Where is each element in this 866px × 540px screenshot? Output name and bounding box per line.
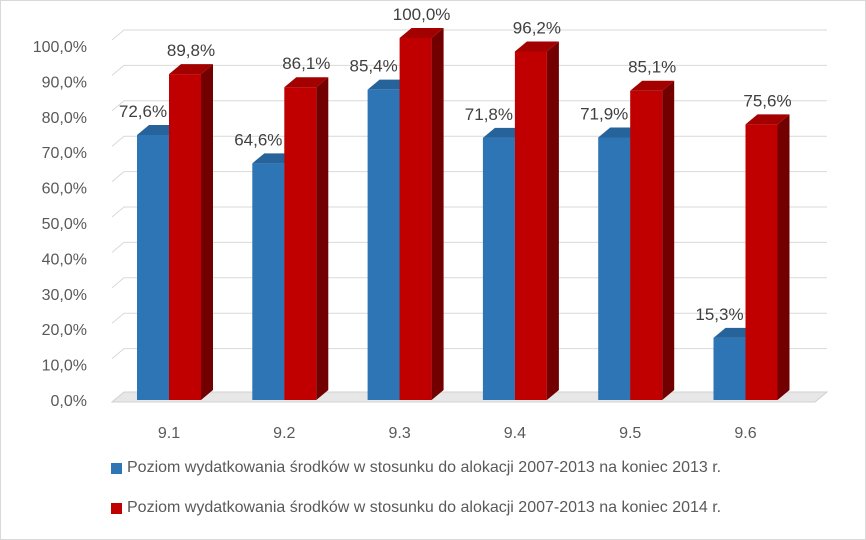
bar-front [399,38,432,400]
bar [399,28,444,400]
gridline [111,135,827,147]
bar-top [284,77,329,88]
y-tick-label: 20,0% [42,322,87,339]
y-axis-tick-labels: 0,0% 10,0% 20,0% 30,0% 40,0% 50,0% 60,0% 70,0% 8… [33,39,87,410]
bar-front [598,137,631,400]
y-tick-label: 100,0% [33,39,87,56]
x-tick-label: 9.4 [504,425,526,442]
bar-side [316,77,329,401]
data-label: 100,0% [393,5,451,24]
data-label: 72,6% [119,102,167,121]
data-label: 75,6% [743,91,791,110]
bar-side [201,64,213,400]
gridline [111,241,827,253]
y-tick-label: 70,0% [42,145,87,162]
bar-top [399,28,444,38]
y-tick-label: 30,0% [42,287,87,304]
x-axis-tick-labels: 9.1 9.2 9.3 9.4 9.5 9.6 [158,425,757,442]
data-label: 96,2% [513,18,561,37]
gridline [111,348,827,359]
x-tick-label: 9.3 [388,425,410,442]
bar-front [514,51,547,401]
bar-front [367,89,400,401]
bar [630,80,675,400]
bar-front [630,90,663,400]
x-tick-label: 9.5 [619,425,641,442]
bar-front [284,87,317,401]
bar-front [745,124,778,400]
gridline [111,277,827,289]
bar-front [713,337,746,400]
y-tick-label: 0,0% [51,393,87,410]
bar-side [546,41,559,401]
data-label: 15,3% [695,305,743,324]
legend: Poziom wydatkowania środków w stosunku d… [111,458,721,538]
bar-top [630,80,675,91]
bar-side [777,114,790,400]
data-labels: 72,6% 89,8% 64,6% 86,1% 85,4% 100,0% 71,8% 96,2… [119,5,792,324]
data-label: 85,4% [349,57,397,76]
bar-side [431,28,444,400]
data-label: 89,8% [167,41,215,60]
bars [137,28,790,401]
legend-label-2013: Poziom wydatkowania środków w stosunku d… [127,459,722,476]
x-tick-label: 9.1 [158,425,180,442]
legend-entry-2013: Poziom wydatkowania środków w stosunku d… [111,458,721,478]
bar [745,114,790,400]
data-label: 71,9% [580,104,628,123]
data-label: 64,6% [234,130,282,149]
bar [514,41,559,401]
bar [284,77,329,401]
bar-top [514,41,559,52]
y-tick-label: 40,0% [42,251,87,268]
bar-top [745,114,790,125]
bar-front [169,74,201,400]
bar-front [137,134,169,400]
gridline [111,312,827,324]
gridline [111,100,827,112]
y-tick-label: 80,0% [42,110,87,127]
gridline [111,206,827,218]
gridline [111,171,827,182]
data-label: 85,1% [628,58,676,77]
y-tick-label: 50,0% [42,216,87,233]
x-tick-label: 9.6 [734,425,756,442]
bar-side [662,80,675,400]
bar-front [482,137,515,400]
legend-label-2014: Poziom wydatkowania środków w stosunku d… [127,499,722,516]
legend-entry-2014: Poziom wydatkowania środków w stosunku d… [111,498,721,518]
data-label: 86,1% [282,54,330,73]
y-tick-label: 10,0% [42,358,87,375]
y-tick-label: 60,0% [42,181,87,198]
bar-top [169,64,213,75]
data-label: 71,8% [465,105,513,124]
y-tick-label: 90,0% [42,74,87,91]
gridline [111,64,827,76]
bar-front [252,163,285,400]
legend-swatch-2014 [111,502,122,514]
gridline [111,29,827,41]
gridlines [111,29,827,359]
legend-swatch-2013 [111,462,122,474]
bar [169,64,213,400]
x-tick-label: 9.2 [273,425,295,442]
